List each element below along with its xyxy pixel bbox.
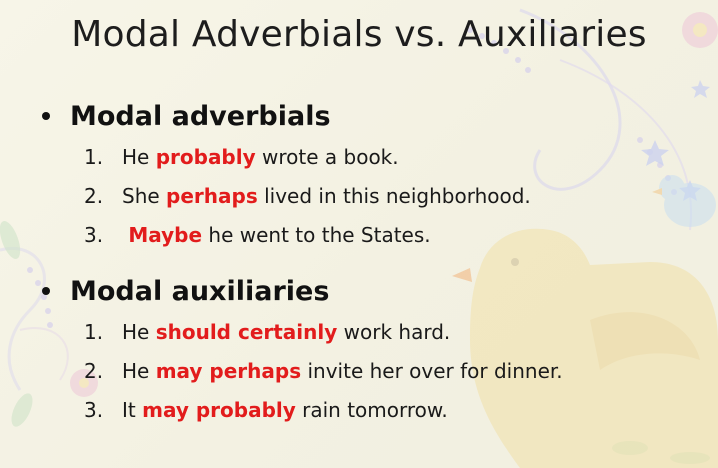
text-after: lived in this neighborhood. <box>257 183 531 208</box>
text-before: She <box>122 183 167 208</box>
emphasized-word: may perhaps <box>155 358 302 383</box>
item-text: She perhaps lived in this neighborhood. <box>122 184 531 208</box>
bullet-icon <box>42 287 50 295</box>
text-after: he went to the States. <box>202 222 431 247</box>
item-text: He should certainly work hard. <box>122 320 450 344</box>
text-after: work hard. <box>337 319 451 344</box>
emphasized-word: may probably <box>142 397 296 422</box>
emphasized-word: should certainly <box>155 319 338 344</box>
item-number: 1. <box>84 144 104 169</box>
list-item: 1. He should certainly work hard. <box>84 312 700 351</box>
section-heading: Modal adverbials <box>40 97 700 135</box>
item-number: 3. <box>84 222 104 247</box>
item-text: It may probably rain tomorrow. <box>122 398 448 422</box>
item-number: 3. <box>84 397 104 422</box>
example-list: 1. He should certainly work hard. 2. He … <box>40 312 700 429</box>
text-after: wrote a book. <box>255 144 399 169</box>
text-after: invite her over for dinner. <box>301 358 563 383</box>
section-heading: Modal auxiliaries <box>40 272 700 310</box>
example-list: 1. He probably wrote a book. 2. She perh… <box>40 137 700 254</box>
item-number: 1. <box>84 319 104 344</box>
item-text: He probably wrote a book. <box>122 145 399 169</box>
emphasized-word: perhaps <box>166 183 258 208</box>
slide-title: Modal Adverbials vs. Auxiliaries <box>71 14 647 55</box>
list-item: 2. She perhaps lived in this neighborhoo… <box>84 176 700 215</box>
text-before: He <box>122 319 156 344</box>
section-modal-auxiliaries: Modal auxiliaries 1. He should certainly… <box>40 272 700 429</box>
list-item: 1. He probably wrote a book. <box>84 137 700 176</box>
section-modal-adverbials: Modal adverbials 1. He probably wrote a … <box>40 97 700 254</box>
heading-text: Modal adverbials <box>70 100 331 132</box>
list-item: 3. It may probably rain tomorrow. <box>84 390 700 429</box>
text-after: rain tomorrow. <box>295 397 448 422</box>
emphasized-word: probably <box>155 144 256 169</box>
list-item: 3. Maybe he went to the States. <box>84 215 700 254</box>
heading-text: Modal auxiliaries <box>70 275 330 307</box>
item-text: Maybe he went to the States. <box>122 222 431 247</box>
emphasized-word: Maybe <box>128 222 203 247</box>
item-number: 2. <box>84 183 104 208</box>
list-item: 2. He may perhaps invite her over for di… <box>84 351 700 390</box>
text-before: It <box>122 397 143 422</box>
text-before: He <box>122 144 156 169</box>
bullet-icon <box>42 112 50 120</box>
item-text: He may perhaps invite her over for dinne… <box>122 359 563 383</box>
text-before: He <box>122 358 156 383</box>
item-number: 2. <box>84 358 104 383</box>
